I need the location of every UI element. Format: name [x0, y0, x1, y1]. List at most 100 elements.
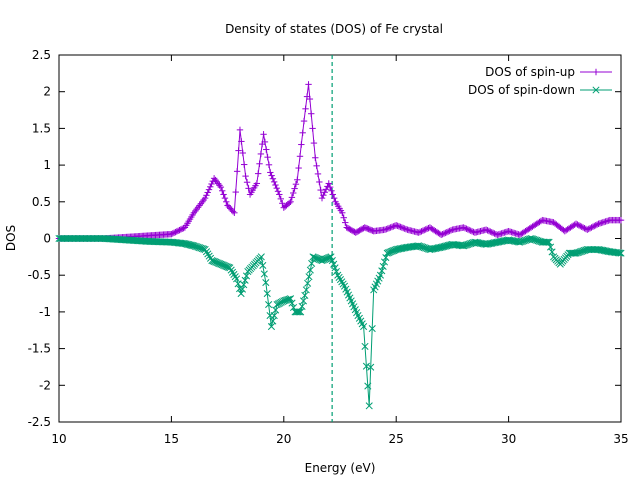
data-point-d2: [478, 239, 486, 248]
data-point-d2: [309, 253, 317, 261]
data-point-d2: [471, 238, 479, 246]
data-point-d2: [440, 243, 448, 251]
data-point: [177, 226, 185, 233]
data-point: [227, 205, 234, 212]
data-point: [544, 238, 552, 246]
data-point: [467, 227, 474, 234]
data-point-d2: [217, 260, 225, 268]
data-point: [574, 221, 581, 228]
data-point-d2: [328, 256, 336, 265]
data-point: [201, 194, 209, 202]
data-point: [584, 226, 591, 233]
data-point: [310, 139, 318, 147]
data-point: [242, 272, 251, 280]
data-point: [601, 247, 610, 255]
data-point: [305, 273, 313, 281]
data-point: [427, 245, 435, 253]
data-point: [382, 254, 390, 262]
legend-label: DOS of spin-up: [485, 65, 575, 79]
data-point: [279, 200, 286, 207]
data-point: [339, 209, 346, 217]
data-point: [390, 223, 397, 230]
data-point: [208, 180, 215, 188]
data-point: [202, 248, 211, 256]
data-point: [388, 223, 396, 231]
x-axis-label: Energy (eV): [305, 461, 376, 475]
data-point: [571, 249, 579, 257]
data-point-d2: [433, 244, 441, 252]
data-point: [295, 308, 303, 316]
data-point: [443, 229, 450, 236]
data-point: [342, 219, 349, 226]
data-point: [446, 227, 453, 235]
data-point-d2: [201, 245, 209, 254]
data-point: [203, 192, 210, 199]
data-point: [439, 230, 446, 238]
data-point-d2: [191, 242, 199, 250]
data-point: [441, 242, 449, 250]
data-point-d2: [430, 245, 438, 253]
data-point: [302, 105, 309, 113]
data-point: [478, 239, 486, 248]
data-point-d2: [392, 245, 400, 254]
data-point: [295, 164, 302, 172]
data-point-d2: [222, 262, 230, 270]
data-point: [265, 161, 273, 169]
data-point: [440, 230, 448, 237]
data-point: [482, 226, 490, 233]
data-point-d2: [499, 237, 507, 245]
data-point: [263, 146, 270, 153]
data-point-d2: [343, 288, 351, 296]
plot-area: 10 15 20 25 30 35 2.5 2 1.5 1 0.5 0 -0.5 -1 -1.5 -2 -2.5: [28, 48, 629, 446]
data-point: [476, 239, 485, 247]
data-point-d2: [490, 239, 499, 247]
data-point: [235, 147, 242, 154]
data-point: [256, 160, 263, 167]
data-point: [270, 178, 278, 186]
data-point-d2: [378, 267, 386, 275]
data-point: [326, 183, 334, 191]
data-point: [340, 214, 347, 221]
data-point: [492, 238, 500, 246]
data-point: [201, 245, 209, 254]
data-point-d2: [297, 308, 305, 316]
data-point: [394, 245, 402, 253]
y-tick-label: 0.5: [32, 195, 51, 209]
data-point-d2: [365, 402, 373, 410]
data-point-d2: [475, 239, 483, 247]
data-point-d2: [496, 238, 504, 246]
data-point-d2: [542, 238, 550, 246]
y-tick-label: -0.5: [28, 268, 51, 282]
data-point-d2: [512, 237, 520, 245]
data-point-d2: [267, 323, 275, 331]
data-point: [265, 301, 273, 309]
data-point-d2: [306, 266, 314, 274]
data-point: [617, 249, 625, 257]
x-tick-label: 25: [389, 432, 404, 446]
data-point: [548, 248, 556, 256]
data-point: [309, 125, 316, 132]
data-point-d2: [533, 236, 541, 244]
data-point: [589, 223, 597, 230]
data-point: [268, 172, 275, 179]
data-point-d2: [485, 240, 493, 248]
data-point: [292, 180, 300, 188]
data-point-d2: [571, 249, 579, 257]
data-point-d2: [594, 245, 603, 254]
data-point: [231, 209, 238, 217]
data-point-d2: [209, 257, 217, 265]
data-point-d2: [530, 235, 538, 243]
data-point-d2: [331, 264, 339, 272]
data-point: [500, 237, 508, 245]
data-point-d2: [443, 242, 451, 250]
data-point: [296, 153, 304, 160]
data-point: [174, 227, 182, 234]
data-point: [187, 241, 195, 249]
data-point: [496, 238, 504, 246]
data-point: [173, 228, 180, 235]
data-point-d2: [272, 306, 280, 314]
data-point: [365, 402, 373, 410]
legend-marker-d2: [592, 86, 600, 94]
data-point: [238, 138, 245, 145]
data-point-d2: [339, 280, 347, 288]
